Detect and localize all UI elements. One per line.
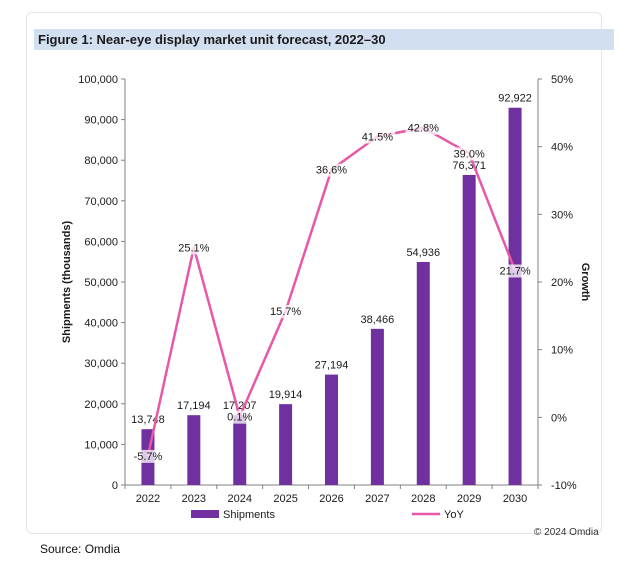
yoy-label-bg — [225, 410, 255, 424]
y2-tick-label: -10% — [551, 480, 577, 492]
y-tick-label: 30,000 — [84, 358, 118, 370]
yoy-label-bg — [405, 121, 442, 135]
y-tick-label: 40,000 — [84, 318, 118, 330]
y2-tick-label: 0% — [551, 412, 567, 424]
yoy-value-label: 36.6% — [316, 165, 347, 177]
bar-shipments — [279, 404, 293, 485]
yoy-value-label: 21.7% — [499, 265, 530, 277]
x-tick-label: 2025 — [273, 493, 297, 505]
bar-value-label: 19,914 — [269, 389, 303, 401]
bar-shipments — [462, 174, 476, 485]
y-tick-label: 100,000 — [78, 74, 118, 86]
bar-value-label: 92,922 — [498, 93, 532, 105]
y2-tick-label: 50% — [551, 74, 573, 86]
x-tick-label: 2027 — [365, 493, 389, 505]
x-tick-label: 2023 — [182, 493, 206, 505]
legend: Shipments YoY — [191, 509, 464, 521]
bar-value-label: 17,194 — [177, 400, 211, 412]
y-tick-label: 70,000 — [84, 196, 118, 208]
yoy-label-bg — [313, 163, 350, 177]
y-tick-label: 10,000 — [84, 439, 118, 451]
y2-axis-title: Growth — [579, 263, 591, 302]
yoy-label-bg — [267, 305, 304, 319]
y-tick-label: 50,000 — [84, 277, 118, 289]
y2-tick-label: 20% — [551, 277, 573, 289]
bar-value-label: 38,466 — [361, 314, 395, 326]
x-tick-label: 2029 — [457, 493, 481, 505]
yoy-label-bg — [497, 264, 533, 278]
bar-value-label: 17,207 — [223, 400, 257, 412]
yoy-value-label: 41.5% — [362, 132, 393, 144]
bar-shipments — [187, 415, 201, 485]
y-tick-label: 20,000 — [84, 399, 118, 411]
y-tick-label: 0 — [112, 480, 118, 492]
y-tick-label: 60,000 — [84, 236, 118, 248]
copyright-note: © 2024 Omdia — [534, 527, 599, 538]
yoy-label-bg — [176, 241, 212, 255]
line-value-labels: -5.7% 25.1% 0.1% 15.7% 36.6% 41.5% 42.8% 39.0% 2… — [130, 121, 533, 463]
yoy-value-label: 39.0% — [454, 148, 485, 160]
yoy-value-label: -5.7% — [134, 451, 163, 463]
bar-shipments — [325, 374, 338, 485]
y-axis-title: Shipments (thousands) — [61, 221, 73, 344]
figure-title: Figure 1: Near-eye display market unit f… — [34, 29, 614, 50]
y2-tick-label: 10% — [551, 345, 573, 357]
bar-shipments — [370, 328, 384, 485]
yoy-label-bg — [130, 449, 166, 463]
yoy-value-label: 25.1% — [178, 242, 209, 254]
bar-value-label: 27,194 — [315, 360, 349, 372]
yoy-value-label: 15.7% — [270, 306, 301, 318]
bar-shipments — [508, 107, 522, 485]
legend-swatch-shipments — [191, 510, 219, 518]
y2-tick-label: 30% — [551, 209, 573, 221]
y-tick-label: 90,000 — [84, 115, 118, 127]
y2-tick-label: 40% — [551, 142, 573, 154]
x-tick-label: 2026 — [319, 493, 343, 505]
y-tick-label: 80,000 — [84, 155, 118, 167]
bar-value-label: 76,371 — [452, 160, 486, 172]
bar-value-label: 54,936 — [406, 247, 440, 259]
x-tick-label: 2024 — [227, 493, 251, 505]
yoy-value-label: 42.8% — [408, 123, 439, 135]
bar-shipments — [233, 415, 247, 485]
yoy-label-bg — [359, 130, 396, 144]
x-tick-label: 2022 — [136, 493, 160, 505]
yoy-value-label: 0.1% — [227, 412, 252, 424]
bar-shipments — [416, 261, 430, 485]
legend-label-yoy: YoY — [444, 509, 464, 521]
source-note: Source: Omdia — [40, 542, 121, 556]
bar-value-label: 13,748 — [131, 414, 165, 426]
x-tick-label: 2030 — [503, 493, 527, 505]
bar-series — [141, 107, 522, 485]
yoy-label-bg — [451, 147, 487, 161]
bar-value-labels: 13,748 17,194 17,207 19,914 27,194 38,466 54,9… — [131, 93, 532, 426]
legend-label-shipments: Shipments — [223, 509, 275, 521]
x-tick-label: 2028 — [411, 493, 435, 505]
